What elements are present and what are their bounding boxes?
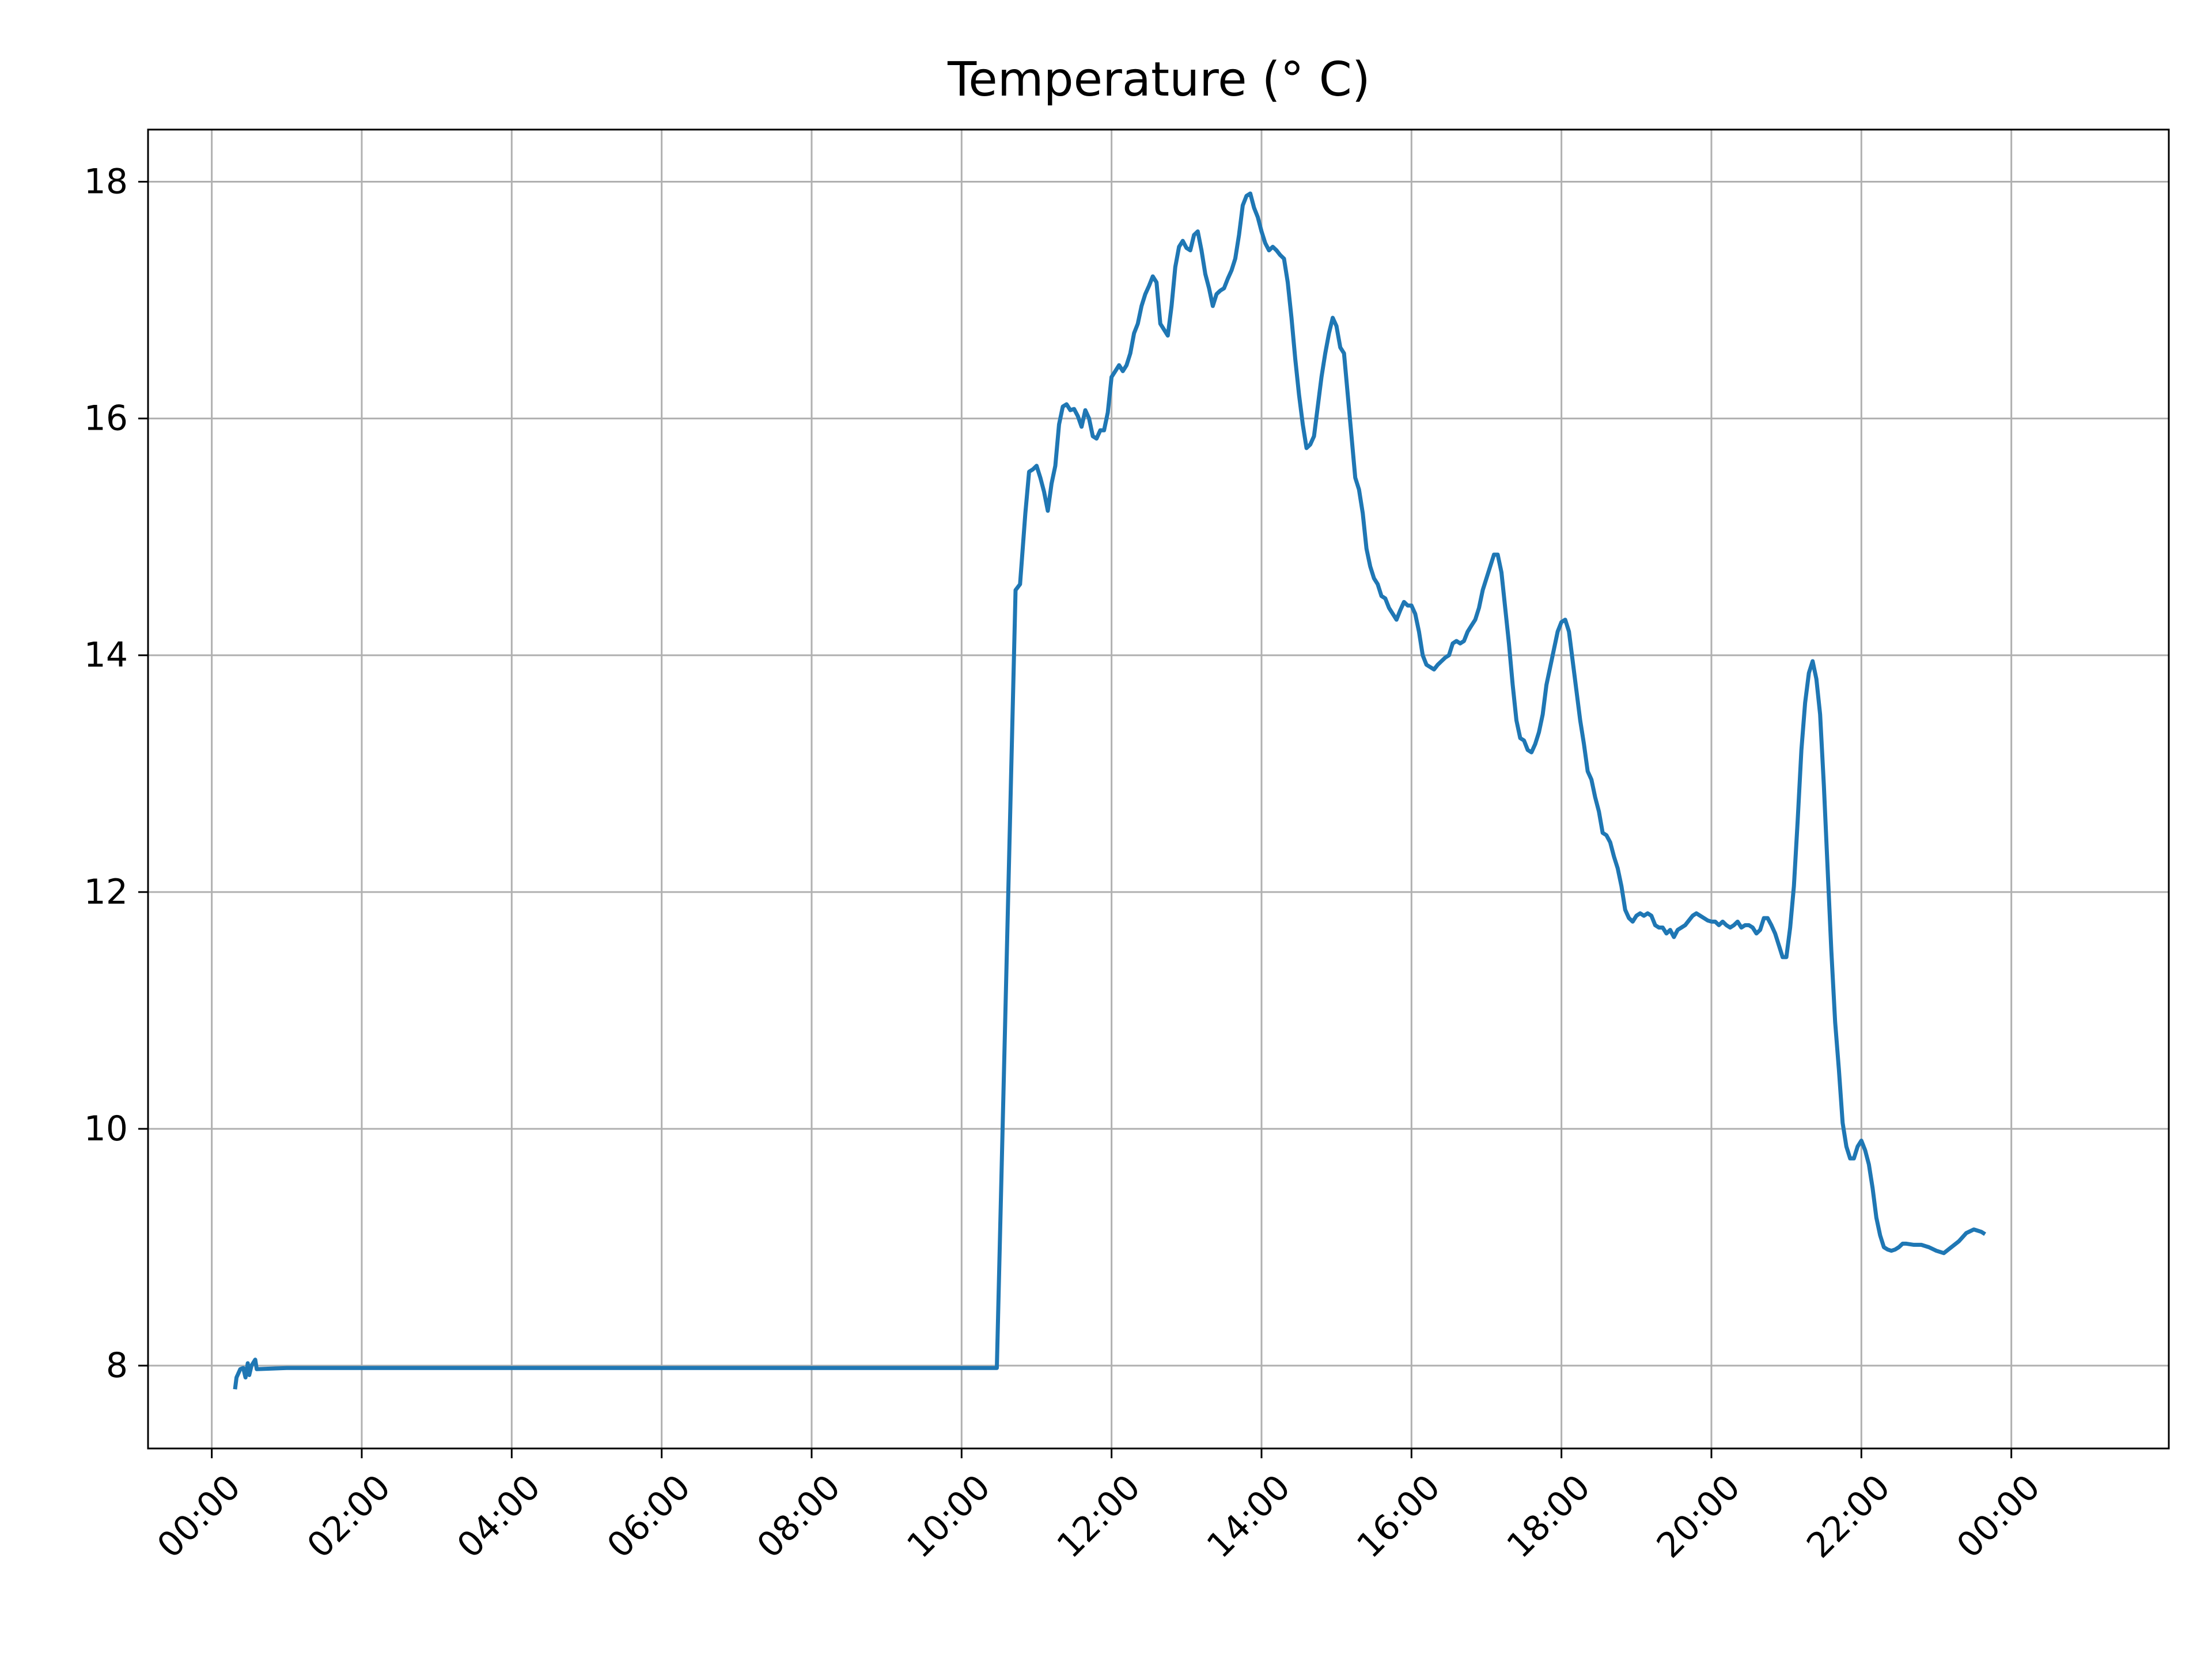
y-tick-label: 14 — [84, 635, 128, 676]
grid-lines — [148, 130, 2169, 1448]
y-tick-label: 8 — [106, 1345, 128, 1386]
plot-frame — [147, 128, 2170, 1450]
chart-title: Temperature (° C) — [947, 52, 1370, 107]
y-tick-label: 12 — [84, 872, 128, 912]
y-tick-label: 10 — [84, 1109, 128, 1149]
temperature-series-line — [233, 191, 1986, 1390]
series-layer — [233, 191, 1986, 1390]
y-tick-label: 18 — [84, 161, 128, 202]
axis-ticks — [138, 180, 2013, 1458]
y-tick-label: 16 — [84, 399, 128, 439]
